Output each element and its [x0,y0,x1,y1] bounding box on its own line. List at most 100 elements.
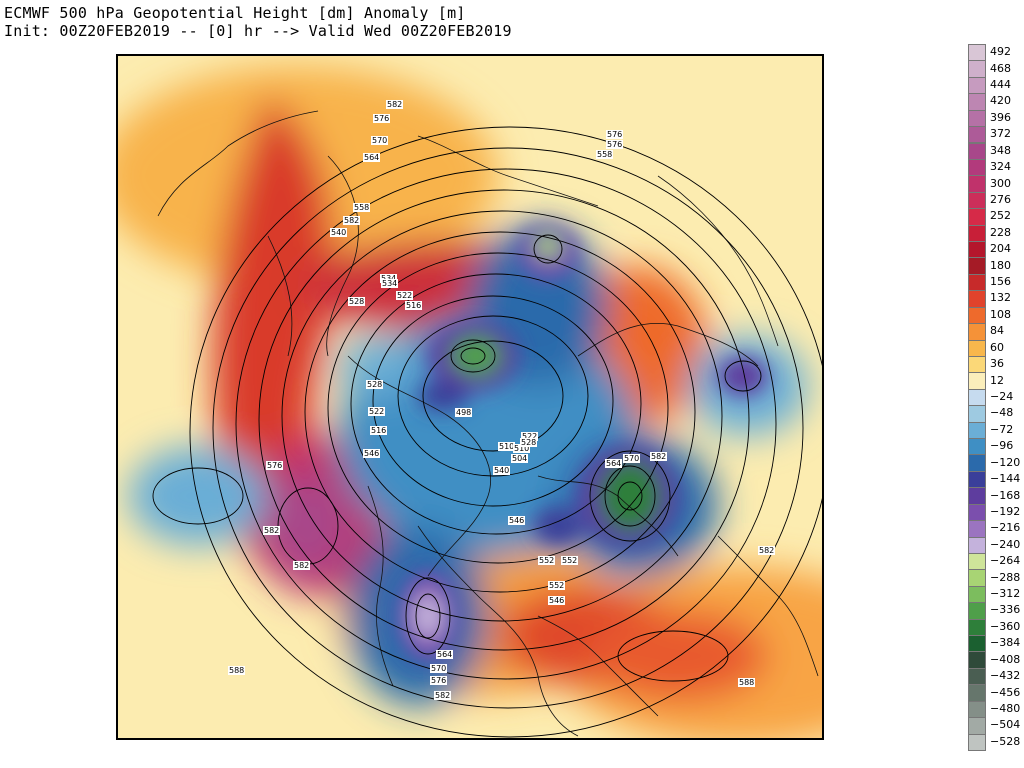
colorbar-label: 372 [990,127,1011,141]
colorbar-swatch [968,60,986,78]
contour-label: 582 [650,452,668,461]
colorbar-swatch [968,684,986,702]
colorbar-swatch [968,651,986,669]
colorbar-swatch [968,355,986,374]
contour-label: 582 [434,691,452,700]
colorbar-swatch [968,487,986,505]
colorbar-label: −432 [990,669,1021,683]
colorbar-swatch [968,257,986,275]
map-subtitle: Init: 00Z20FEB2019 -- [0] hr --> Valid W… [4,22,512,40]
contour-label: 582 [758,546,776,555]
coastlines [157,110,819,737]
contour-label: 522 [521,432,539,441]
colorbar-swatch [968,372,986,390]
colorbar-label: −144 [990,472,1021,486]
colorbar-swatch [968,323,986,341]
colorbar-label: −504 [990,718,1021,732]
colorbar-swatch [968,520,986,538]
colorbar-label: −288 [990,570,1021,584]
colorbar-label: −384 [990,636,1021,650]
contour-label: 576 [606,130,624,139]
colorbar-label: 156 [990,275,1011,289]
contour-label: 504 [511,454,529,463]
colorbar-swatch [968,388,986,407]
colorbar-swatch [968,175,986,193]
contour-label: 564 [363,153,381,162]
contour-label: 540 [493,466,511,475]
contour-label: 564 [605,459,623,468]
colorbar-swatch [968,109,986,128]
colorbar-label: −72 [990,422,1014,436]
colorbar-swatch [968,306,986,325]
colorbar-swatch [968,618,986,637]
contour-label: 588 [228,666,246,675]
colorbar-swatch [968,126,986,144]
contour-label: 570 [430,664,448,673]
anomaly-cores [398,223,768,661]
contour-label: 582 [293,561,311,570]
colorbar-swatch [968,191,986,210]
contour-label: 576 [606,140,624,149]
colorbar-label: −408 [990,652,1021,666]
colorbar-label: −456 [990,685,1021,699]
contour-label: 534 [381,279,399,288]
colorbar-label: −48 [990,406,1014,420]
contour-label: 528 [366,380,384,389]
colorbar-label: 132 [990,291,1011,305]
colorbar-label: −528 [990,734,1021,748]
contour-label: 552 [548,581,566,590]
contour-label: 510 [498,442,516,451]
colorbar-label: 300 [990,176,1011,190]
contour-label: 546 [508,516,526,525]
colorbar-label: 348 [990,143,1011,157]
contour-label: 552 [538,556,556,565]
colorbar-swatch [968,454,986,472]
colorbar-swatch [968,208,986,226]
colorbar-swatch [968,552,986,571]
anomaly-map [118,56,822,738]
contour-label: 522 [368,407,386,416]
colorbar-swatch [968,273,986,292]
colorbar-label: −96 [990,439,1014,453]
colorbar-label: −192 [990,504,1021,518]
contour-label: 576 [430,676,448,685]
colorbar-label: −216 [990,521,1021,535]
colorbar-swatch [968,667,986,686]
colorbar-swatch [968,76,986,95]
colorbar-swatch [968,224,986,242]
colorbar-label: 228 [990,225,1011,239]
colorbar-swatch [968,700,986,719]
colorbar-label: 60 [990,340,1004,354]
contour-label: 558 [353,203,371,212]
colorbar-label: −24 [990,390,1014,403]
colorbar-swatch [968,635,986,653]
colorbar-swatch [968,438,986,456]
contour-label: 570 [623,454,641,463]
contour-label: 582 [263,526,281,535]
colorbar-swatch [968,93,986,111]
contour-label: 576 [266,461,284,470]
colorbar-label: −312 [990,587,1021,601]
colorbar-label: −360 [990,619,1021,633]
colorbar-label: 420 [990,94,1011,108]
contour-label: 582 [386,100,404,109]
colorbar-label: 444 [990,78,1011,92]
colorbar-label: 468 [990,61,1011,75]
map-title: ECMWF 500 hPa Geopotential Height [dm] A… [4,4,466,22]
colorbar-swatch [968,241,986,259]
contour-label: 540 [330,228,348,237]
contour-label: 564 [436,650,454,659]
contour-label: 546 [548,596,566,605]
colorbar-swatch [968,602,986,620]
colorbar-label: 276 [990,192,1011,206]
colorbar-label: 324 [990,160,1011,174]
contour-label: 582 [343,216,361,225]
contour-label: 546 [363,449,381,458]
contour-label: 576 [373,114,391,123]
map-panel: 5825765705645585825405345285225165765765… [116,54,824,740]
colorbar-swatch [968,421,986,440]
colorbar-swatch [968,717,986,735]
colorbar-label: −264 [990,554,1021,568]
contour-label: 522 [396,291,414,300]
colorbar-label: −168 [990,488,1021,502]
